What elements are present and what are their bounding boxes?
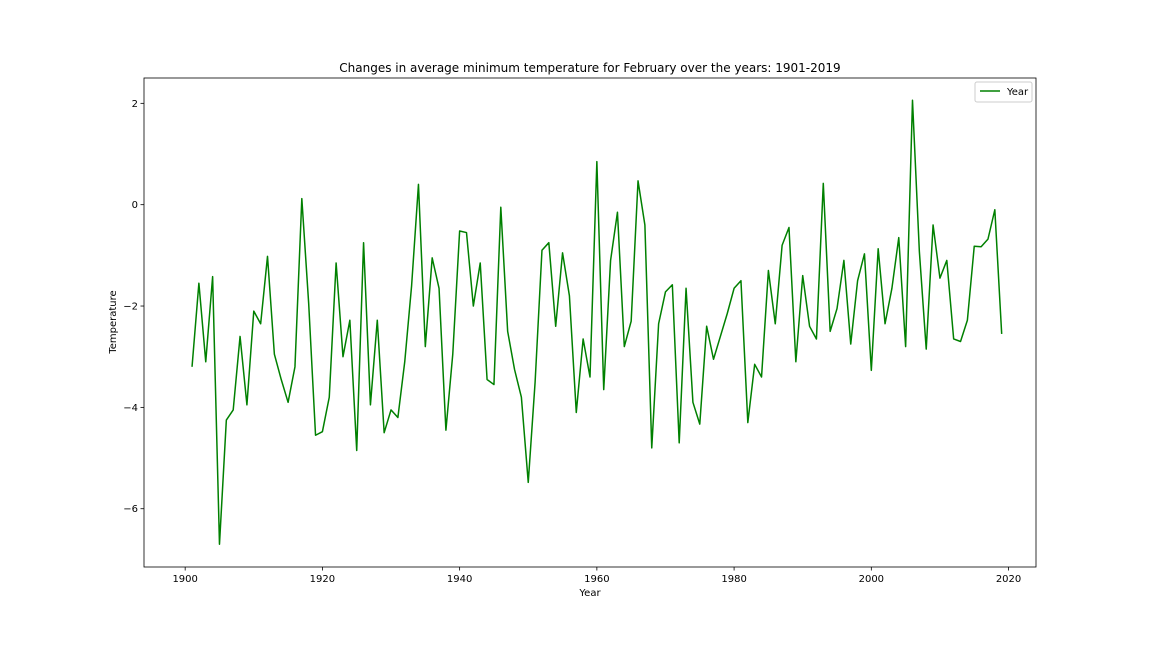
y-tick-label: 2 [132, 99, 138, 110]
x-tick-label: 1920 [310, 574, 335, 585]
plot-frame [143, 77, 1037, 568]
legend-box [974, 81, 1033, 103]
y-axis-label: Temperature [108, 290, 119, 354]
legend: Year [974, 81, 1033, 103]
x-tick-label: 1940 [447, 574, 472, 585]
y-tick-label: −6 [123, 504, 138, 515]
y-tick-label: −4 [123, 403, 138, 414]
chart-title: Changes in average minimum temperature f… [339, 61, 840, 75]
x-tick-label: 1960 [584, 574, 609, 585]
x-tick-label: 2000 [859, 574, 884, 585]
x-tick-label: 1900 [172, 574, 197, 585]
legend-label: Year [1006, 87, 1029, 98]
series-line-0 [191, 99, 1003, 545]
x-axis-label: Year [578, 588, 601, 599]
x-tick-label: 2020 [996, 574, 1021, 585]
y-tick-label: −2 [123, 302, 138, 313]
y-axis: −6 −4 −2 0 2 [123, 99, 144, 515]
x-tick-label: 1980 [721, 574, 746, 585]
y-tick-label: 0 [132, 200, 138, 211]
plot-area [143, 77, 1037, 568]
x-axis: 1900 1920 1940 1960 1980 2000 2020 [172, 567, 1021, 585]
